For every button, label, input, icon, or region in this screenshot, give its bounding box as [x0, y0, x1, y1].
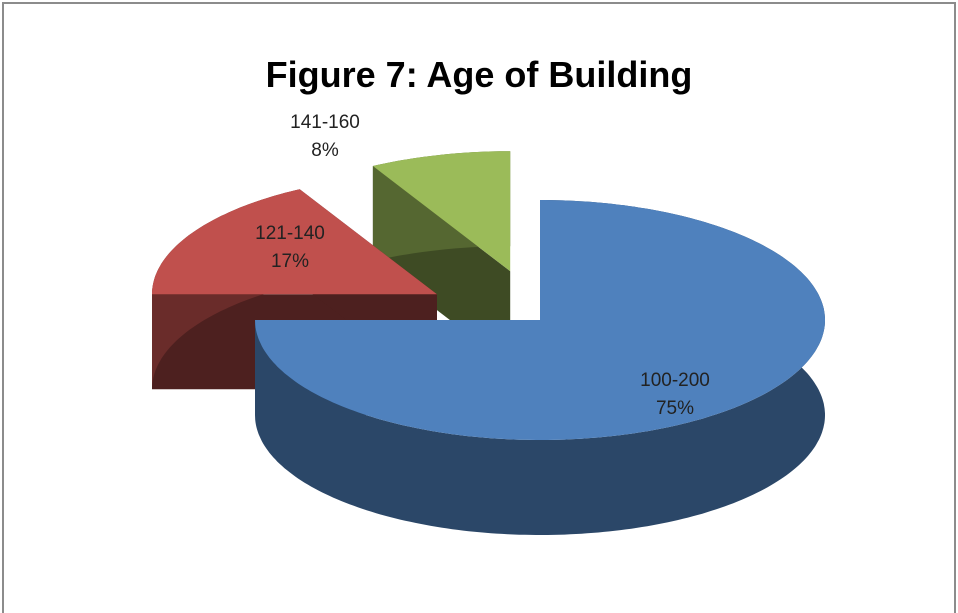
slice	[372, 151, 511, 272]
data-label-category: 121-140	[255, 223, 325, 244]
data-label-value: 75%	[656, 398, 694, 419]
data-label-category: 141-160	[290, 112, 360, 133]
slice	[372, 151, 511, 367]
data-label-value: 17%	[271, 251, 309, 272]
slice	[255, 200, 825, 535]
slice	[152, 189, 437, 295]
slice	[255, 200, 825, 440]
data-label-value: 8%	[311, 140, 339, 161]
data-label-category: 100-200	[640, 370, 710, 391]
chart-title: Figure 7: Age of Building	[266, 54, 693, 95]
pie	[152, 151, 825, 535]
